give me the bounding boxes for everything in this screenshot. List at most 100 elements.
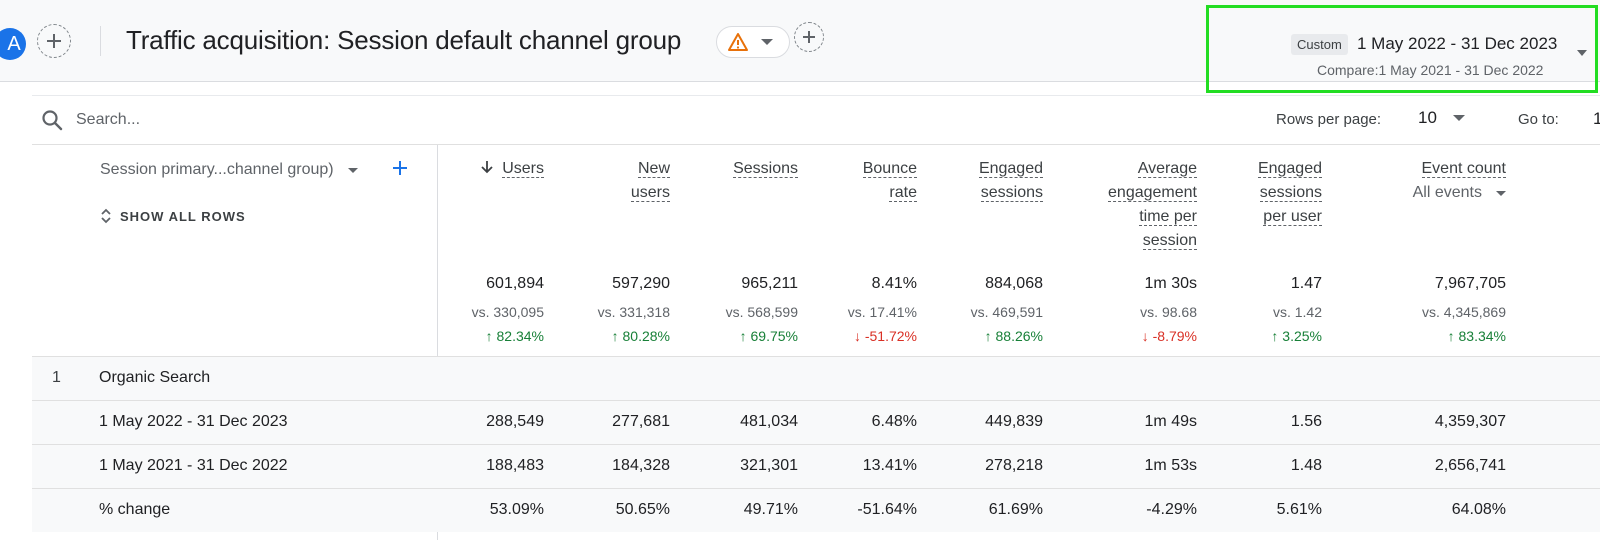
chevron-down-icon	[1452, 115, 1465, 121]
dimension-selector[interactable]: Session primary...channel group)	[100, 161, 358, 179]
data-table: Session primary...channel group) SHOW AL…	[32, 145, 1600, 540]
arrow-up-icon: ↑	[611, 328, 623, 344]
arrow-down-icon: ↓	[1141, 328, 1153, 344]
table-cell: 2,656,741	[1434, 457, 1506, 474]
change-value: -8.79%	[1152, 328, 1197, 344]
table-cell: 5.61%	[1276, 501, 1322, 518]
column-header-label: Bounce	[862, 160, 917, 178]
table-toolbar: Rows per page: 10 Go to: 1	[32, 95, 1600, 145]
chevron-down-icon	[761, 39, 773, 45]
column-divider	[437, 145, 438, 540]
chevron-down-icon	[1577, 50, 1587, 56]
metric-column: Average engagement time per session 1m 30s vs…	[1067, 145, 1197, 355]
column-total: 597,290	[612, 275, 670, 292]
add-dimension-button[interactable]	[392, 157, 408, 181]
sort-arrow-icon	[480, 160, 502, 177]
table-cell: 4,359,307	[1434, 413, 1506, 430]
table-row[interactable]: 1 Organic Search	[32, 356, 1600, 400]
table-row[interactable]: % change 53.09% 50.65% 49.71% -51.64% 61.69% -…	[32, 488, 1600, 532]
column-total: 8.41%	[871, 275, 917, 292]
table-cell: 184,328	[612, 457, 670, 474]
change-value: -51.72%	[864, 328, 917, 344]
column-comparison: vs. 331,318	[597, 304, 670, 320]
search-input[interactable]	[76, 106, 476, 134]
table-cell: 49.71%	[743, 501, 798, 518]
column-header[interactable]: Event count All events	[1413, 157, 1506, 205]
change-value: 88.26%	[995, 328, 1043, 344]
table-cell: 1.48	[1290, 457, 1322, 474]
event-filter-select[interactable]: All events	[1413, 181, 1506, 205]
column-header-label: rate	[889, 184, 917, 202]
show-all-rows-label: SHOW ALL ROWS	[120, 208, 246, 224]
date-range-picker[interactable]: Custom 1 May 2022 - 31 Dec 2023 Compare:…	[1206, 5, 1598, 93]
table-row[interactable]: 1 May 2022 - 31 Dec 2023 288,549 277,681 48…	[32, 400, 1600, 444]
avatar-letter: A	[7, 32, 21, 55]
row-index: 1	[52, 369, 61, 386]
column-header[interactable]: Engaged sessions per user	[1257, 157, 1322, 229]
add-comparison-button[interactable]	[37, 24, 71, 58]
column-header[interactable]: Bounce rate	[862, 157, 917, 205]
column-total: 1m 30s	[1144, 275, 1197, 292]
rows-per-page-select[interactable]: 10	[1418, 108, 1465, 128]
column-total: 7,967,705	[1434, 275, 1506, 292]
column-header[interactable]: Users	[480, 157, 544, 181]
column-header-label: time per	[1139, 208, 1197, 226]
column-header-label: Average	[1137, 160, 1197, 178]
metric-column: Event count All events 7,967,705 vs. 4,345,…	[1356, 145, 1506, 355]
table-cell: 288,549	[486, 413, 544, 430]
goto-input[interactable]: 1	[1593, 109, 1600, 128]
column-change: ↑ 69.75%	[740, 328, 798, 344]
table-row[interactable]: 1 May 2021 - 31 Dec 2022 188,483 184,328 32…	[32, 444, 1600, 488]
column-comparison: vs. 17.41%	[847, 304, 917, 320]
rows-per-page-value: 10	[1418, 108, 1437, 127]
dimension-header-label: Session primary...channel group)	[100, 161, 334, 178]
metric-column: Engaged sessions 884,068 vs. 469,591 ↑ 88.26…	[923, 145, 1043, 355]
table-cell: 1m 49s	[1144, 413, 1197, 430]
column-header[interactable]: Sessions	[733, 157, 798, 181]
arrow-up-icon: ↑	[984, 328, 996, 344]
table-cell: 13.41%	[862, 457, 917, 474]
arrow-up-icon: ↑	[739, 328, 751, 344]
column-total: 884,068	[985, 275, 1043, 292]
column-header[interactable]: Average engagement time per session	[1108, 157, 1197, 253]
column-header-label: users	[630, 184, 670, 202]
metric-column: New users 597,290 vs. 331,318 ↑ 80.28%	[560, 145, 670, 355]
change-value: 80.28%	[622, 328, 670, 344]
plus-icon	[393, 161, 407, 175]
table-cell: 277,681	[612, 413, 670, 430]
divider	[100, 26, 101, 56]
column-comparison: vs. 330,095	[471, 304, 544, 320]
arrow-down-icon: ↓	[853, 328, 865, 344]
column-header[interactable]: New users	[630, 157, 670, 205]
table-cell: 61.69%	[988, 501, 1043, 518]
custom-chip: Custom	[1291, 34, 1348, 55]
table-cell: 50.65%	[615, 501, 670, 518]
column-comparison: vs. 568,599	[725, 304, 798, 320]
show-all-rows-button[interactable]: SHOW ALL ROWS	[100, 207, 246, 225]
date-range-main: 1 May 2022 - 31 Dec 2023	[1357, 34, 1558, 53]
column-comparison: vs. 4,345,869	[1421, 304, 1506, 320]
table-cell: 188,483	[486, 457, 544, 474]
column-total: 601,894	[486, 275, 544, 292]
table-cell: 64.08%	[1451, 501, 1506, 518]
table-cell: 278,218	[985, 457, 1043, 474]
column-header-label: engagement	[1108, 184, 1197, 202]
table-cell: 481,034	[740, 413, 798, 430]
plus-icon	[47, 34, 61, 48]
column-change: ↑ 3.25%	[1271, 328, 1322, 344]
arrow-up-icon: ↑	[1271, 328, 1283, 344]
column-header[interactable]: Engaged sessions	[978, 157, 1043, 205]
add-filter-button[interactable]	[794, 22, 824, 52]
search-icon	[42, 110, 63, 131]
column-change: ↑ 83.34%	[1448, 328, 1506, 344]
avatar[interactable]: A	[0, 28, 26, 60]
plus-icon	[803, 31, 815, 43]
change-value: 82.34%	[496, 328, 544, 344]
change-value: 69.75%	[750, 328, 798, 344]
column-comparison: vs. 469,591	[970, 304, 1043, 320]
column-header-label: Engaged	[1257, 160, 1322, 178]
column-header-label: sessions	[980, 184, 1043, 202]
warning-chip[interactable]	[716, 26, 790, 58]
column-header-label: per user	[1263, 208, 1322, 226]
metric-column: Bounce rate 8.41% vs. 17.41% ↓ -51.72%	[807, 145, 917, 355]
